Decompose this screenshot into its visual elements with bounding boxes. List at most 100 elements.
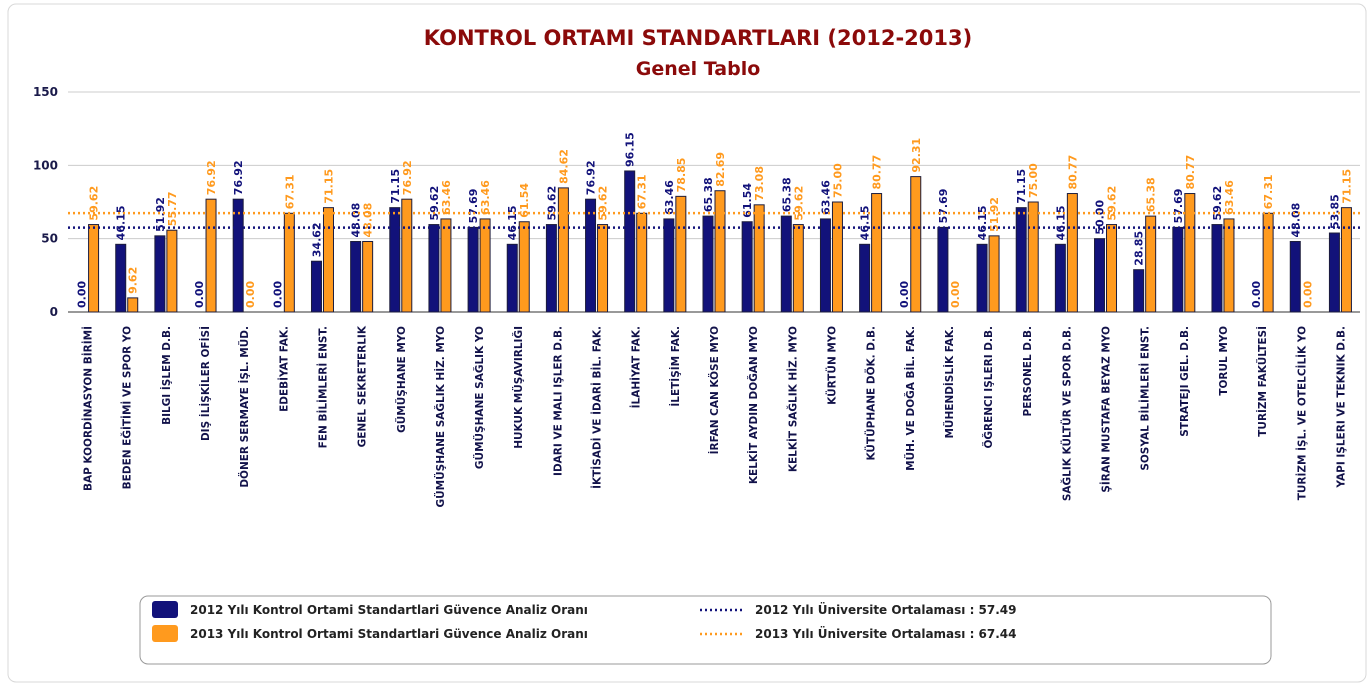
bar	[1015, 207, 1027, 313]
value-label: 0.00	[244, 281, 257, 308]
x-tick-label: GÜMÜŞHANE SAĞLIK HİZ. MYO	[433, 326, 447, 508]
bar	[518, 221, 530, 313]
bar	[467, 226, 479, 313]
bar	[702, 215, 714, 313]
bar	[1054, 243, 1066, 313]
bar	[597, 224, 609, 313]
bar	[792, 224, 804, 313]
value-label: 61.54	[518, 183, 531, 218]
legend-label: 2013 Yılı Kontrol Ortami Standartlari Gü…	[190, 627, 588, 641]
value-label: 63.46	[819, 180, 832, 215]
x-tick-label: BILGI İŞLEM D.B.	[159, 326, 173, 425]
value-label: 53.85	[1328, 194, 1341, 229]
legend-label: 2013 Yılı Üniversite Ortalaması : 67.44	[755, 626, 1017, 641]
value-label: 78.85	[675, 158, 688, 193]
value-label: 65.38	[702, 177, 715, 212]
bar	[976, 243, 988, 313]
value-label: 71.15	[389, 169, 402, 204]
value-label: 0.00	[76, 281, 89, 308]
bar	[166, 229, 178, 313]
bar	[714, 190, 726, 313]
bar	[557, 187, 569, 313]
y-tick-label: 150	[33, 85, 58, 99]
chart-subtitle: Genel Tablo	[636, 58, 761, 80]
bar	[479, 218, 491, 313]
value-label: 59.62	[597, 186, 610, 221]
value-label: 75.00	[831, 163, 844, 198]
bar	[362, 240, 374, 313]
value-label: 80.77	[1066, 155, 1079, 190]
x-tick-label: TURİZM FAKÜLTESİ	[1255, 326, 1269, 437]
value-label: 0.00	[193, 281, 206, 308]
x-tick-label: PERSONEL D.B.	[1022, 326, 1034, 416]
value-label: 57.69	[1172, 189, 1185, 224]
value-label: 59.62	[545, 186, 558, 221]
bar	[88, 224, 100, 313]
bar	[624, 170, 636, 313]
legend-swatch	[152, 601, 178, 618]
x-tick-label: HUKUK MÜŞAVIRLIĞI	[511, 326, 525, 449]
x-tick-label: MÜH. VE DOĞA BİL. FAK.	[903, 326, 917, 471]
bar	[663, 218, 675, 313]
value-label: 63.46	[440, 180, 453, 215]
x-tick-label: SAĞLIK KÜLTÜR VE SPOR D.B.	[1059, 326, 1073, 501]
value-label: 65.38	[1145, 177, 1158, 212]
value-label: 67.31	[1262, 174, 1275, 209]
x-tick-label: EDEBİYAT FAK.	[276, 326, 290, 412]
value-label: 63.46	[1223, 180, 1236, 215]
value-label: 48.08	[1289, 203, 1302, 238]
x-tick-label: MÜHENDİSLİK FAK.	[942, 326, 956, 439]
bar	[401, 198, 413, 313]
x-tick-label: İKTİSADİ VE İDARİ BİL. FAK.	[590, 326, 604, 489]
legend	[139, 595, 1272, 665]
x-tick-label: İLAHİYAT FAK.	[629, 326, 643, 408]
x-tick-label: BEDEN EĞİTİMİ VE SPOR YO	[120, 326, 134, 489]
bar	[1027, 201, 1039, 313]
bar	[1145, 215, 1157, 313]
value-label: 59.62	[428, 186, 441, 221]
bar	[1289, 240, 1301, 313]
bar	[1328, 232, 1340, 313]
x-tick-label: KELKİT AYDIN DOĞAN MYO	[746, 326, 760, 484]
x-tick-label: GÜMÜŞHANE SAĞLIK YO	[472, 326, 486, 469]
x-tick-label: KÜTÜPHANE DÖK. D.B.	[864, 326, 878, 461]
value-label: 51.92	[988, 197, 1001, 232]
x-tick-label: SOSYAL BİLİMLERİ ENST.	[1138, 326, 1152, 471]
x-tick-label: GENEL SEKRETERLIK	[357, 325, 369, 447]
x-tick-label: IDARI VE MALI IŞLER D.B.	[552, 326, 564, 476]
value-label: 59.62	[792, 186, 805, 221]
value-label: 59.62	[88, 186, 101, 221]
value-label: 55.77	[166, 191, 179, 226]
x-tick-label: GÜMÜŞHANE MYO	[394, 326, 408, 433]
bar	[350, 240, 362, 313]
value-label: 46.15	[859, 206, 872, 241]
legend-label: 2012 Yılı Üniversite Ortalaması : 57.49	[755, 602, 1017, 617]
legend-label: 2012 Yılı Kontrol Ortami Standartlari Gü…	[190, 603, 588, 617]
x-tick-label: BAP KOORDİNASYON BİRİMİ	[81, 326, 95, 491]
value-label: 82.69	[714, 152, 727, 187]
value-label: 0.00	[1250, 281, 1263, 308]
bar	[675, 195, 687, 313]
value-label: 71.15	[1015, 169, 1028, 204]
x-tick-label: STRATEJI GEL. D.B.	[1179, 326, 1191, 437]
value-label: 0.00	[271, 281, 284, 308]
x-tick-label: TURİZM İŞL. VE OTELCİLİK YO	[1294, 326, 1308, 500]
value-label: 76.92	[401, 160, 414, 195]
bar	[1172, 226, 1184, 313]
bar	[780, 215, 792, 313]
x-tick-label: ÖĞRENCI IŞLERI D.B.	[981, 326, 995, 449]
x-tick-label: FEN BİLİMLERİ ENST.	[315, 326, 329, 448]
value-label: 71.15	[1340, 169, 1353, 204]
bar	[389, 207, 401, 313]
bar	[871, 193, 883, 313]
y-tick-label: 50	[41, 232, 58, 246]
value-label: 9.62	[127, 267, 140, 294]
bar	[636, 212, 648, 313]
x-tick-label: TORUL MYO	[1218, 326, 1230, 396]
x-tick-label: YAPI IŞLERI VE TEKNIK D.B.	[1335, 326, 1347, 489]
value-label: 34.62	[310, 222, 323, 257]
value-label: 84.62	[557, 149, 570, 184]
y-tick-label: 0	[50, 305, 58, 319]
bar	[1066, 193, 1078, 313]
bar	[545, 224, 557, 313]
